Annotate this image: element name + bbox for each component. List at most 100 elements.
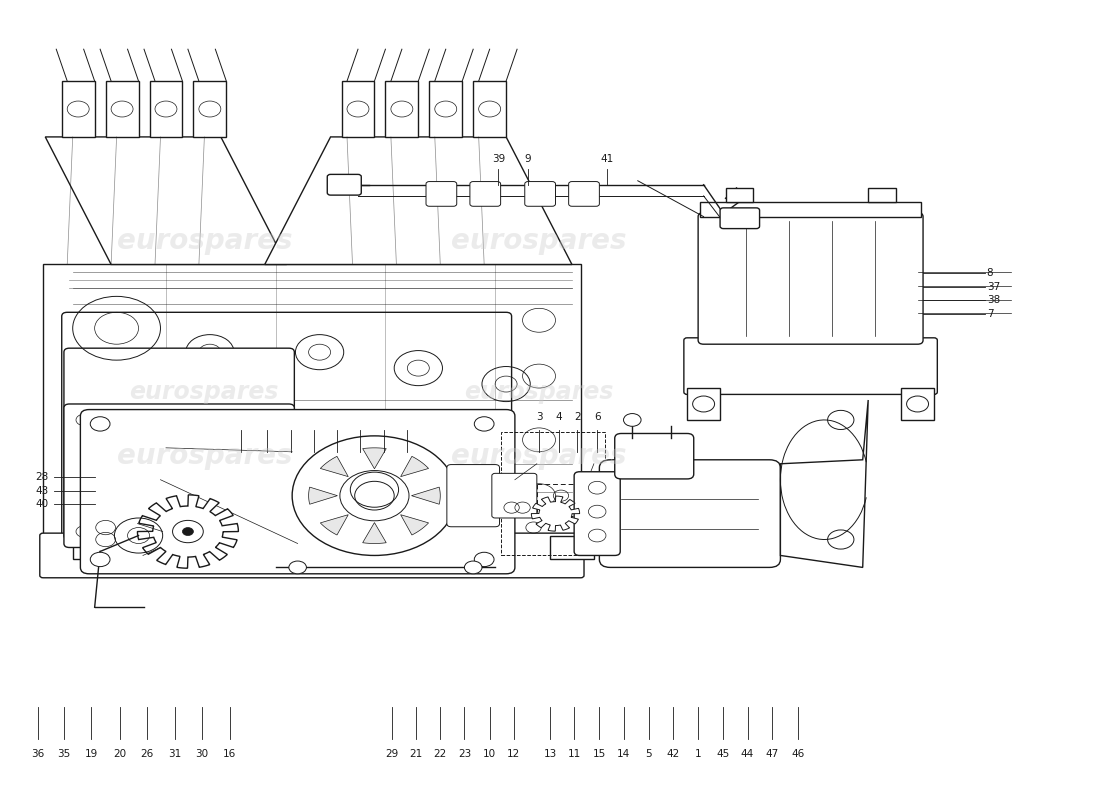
Polygon shape [265,137,572,265]
Text: 11: 11 [568,749,581,759]
Text: 28: 28 [35,472,48,482]
Text: eurospares: eurospares [451,226,627,254]
Text: 30: 30 [196,749,209,759]
Text: 41: 41 [601,154,614,164]
Bar [901,388,934,420]
Bar [726,188,754,202]
Text: 31: 31 [168,749,182,759]
Polygon shape [400,514,429,535]
FancyBboxPatch shape [492,474,537,518]
FancyBboxPatch shape [64,404,295,547]
Text: eurospares: eurospares [117,226,293,254]
Circle shape [257,526,273,537]
Bar [429,81,462,137]
FancyBboxPatch shape [698,213,923,344]
Bar [550,535,594,559]
Text: 15: 15 [593,749,606,759]
Text: 23: 23 [458,749,471,759]
Circle shape [693,396,715,412]
Text: 16: 16 [223,749,236,759]
Text: 42: 42 [667,749,680,759]
FancyBboxPatch shape [569,182,600,206]
Bar [73,535,117,559]
Circle shape [76,526,91,537]
Polygon shape [320,514,349,535]
Text: 8: 8 [987,268,993,278]
Text: 22: 22 [433,749,447,759]
Circle shape [289,561,307,574]
Circle shape [906,396,928,412]
Text: 47: 47 [764,749,779,759]
Circle shape [183,527,194,535]
Polygon shape [45,137,287,265]
Bar [385,81,418,137]
Circle shape [827,410,854,430]
Text: 5: 5 [646,749,652,759]
Text: 35: 35 [57,749,70,759]
Text: 39: 39 [492,154,505,164]
FancyBboxPatch shape [426,182,456,206]
FancyBboxPatch shape [574,472,620,555]
Text: 46: 46 [791,749,804,759]
Text: 17: 17 [400,412,414,422]
Text: 10: 10 [483,749,496,759]
Text: 18: 18 [377,412,390,422]
Text: 34: 34 [285,412,298,422]
FancyBboxPatch shape [720,208,760,229]
FancyBboxPatch shape [684,338,937,394]
Circle shape [90,552,110,566]
Text: 4: 4 [556,412,562,422]
FancyBboxPatch shape [328,174,361,195]
Text: 7: 7 [987,309,993,319]
Polygon shape [780,400,868,567]
Text: 43: 43 [35,486,48,496]
Text: 32: 32 [261,412,274,422]
FancyBboxPatch shape [615,434,694,479]
Bar [473,81,506,137]
Polygon shape [363,448,386,469]
Text: eurospares: eurospares [451,442,627,470]
Text: 33: 33 [330,412,344,422]
Circle shape [293,436,456,555]
Text: 14: 14 [617,749,630,759]
Text: 36: 36 [31,749,44,759]
Text: eurospares: eurospares [130,380,279,404]
FancyBboxPatch shape [62,312,512,543]
Text: 19: 19 [85,749,98,759]
Bar [62,81,95,137]
Text: 25: 25 [308,412,321,422]
Text: 38: 38 [987,295,1000,306]
FancyBboxPatch shape [64,348,295,539]
Text: 26: 26 [141,749,154,759]
FancyBboxPatch shape [525,182,556,206]
Bar [194,81,227,137]
Polygon shape [138,495,239,568]
FancyBboxPatch shape [80,410,515,574]
Circle shape [827,530,854,549]
Text: 6: 6 [594,412,601,422]
Text: 40: 40 [35,498,48,509]
Text: eurospares: eurospares [117,442,293,470]
Polygon shape [320,456,349,477]
Text: 27: 27 [234,412,248,422]
Polygon shape [363,522,386,543]
Polygon shape [309,487,338,504]
Bar [106,81,139,137]
Bar [868,188,895,202]
Text: 13: 13 [543,749,557,759]
Bar [150,81,183,137]
FancyBboxPatch shape [447,465,499,526]
Bar [500,432,605,555]
Polygon shape [400,456,429,477]
Circle shape [474,552,494,566]
Text: 9: 9 [525,154,531,164]
Text: 37: 37 [987,282,1000,292]
Polygon shape [411,487,440,504]
Text: 21: 21 [409,749,422,759]
FancyBboxPatch shape [470,182,500,206]
Text: 45: 45 [717,749,730,759]
Text: 20: 20 [113,749,127,759]
Text: 1: 1 [695,749,702,759]
Bar [688,388,720,420]
Bar [43,265,581,543]
